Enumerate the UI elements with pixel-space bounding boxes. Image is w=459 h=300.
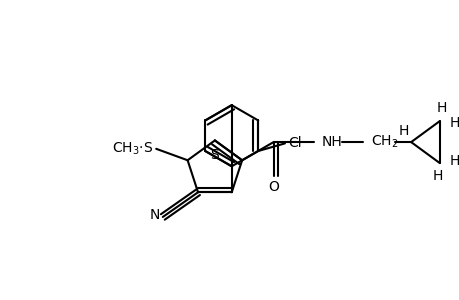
Text: Cl: Cl	[287, 136, 301, 150]
Text: NH: NH	[321, 135, 341, 149]
Text: N: N	[149, 208, 160, 222]
Text: H: H	[436, 101, 446, 115]
Text: H: H	[448, 116, 459, 130]
Text: CH$_2$: CH$_2$	[370, 134, 397, 150]
Text: H: H	[432, 169, 442, 183]
Text: H: H	[448, 154, 459, 168]
Text: H: H	[398, 124, 409, 138]
Text: O: O	[268, 180, 279, 194]
Text: CH$_3$·S: CH$_3$·S	[112, 141, 153, 157]
Text: S: S	[210, 148, 219, 162]
